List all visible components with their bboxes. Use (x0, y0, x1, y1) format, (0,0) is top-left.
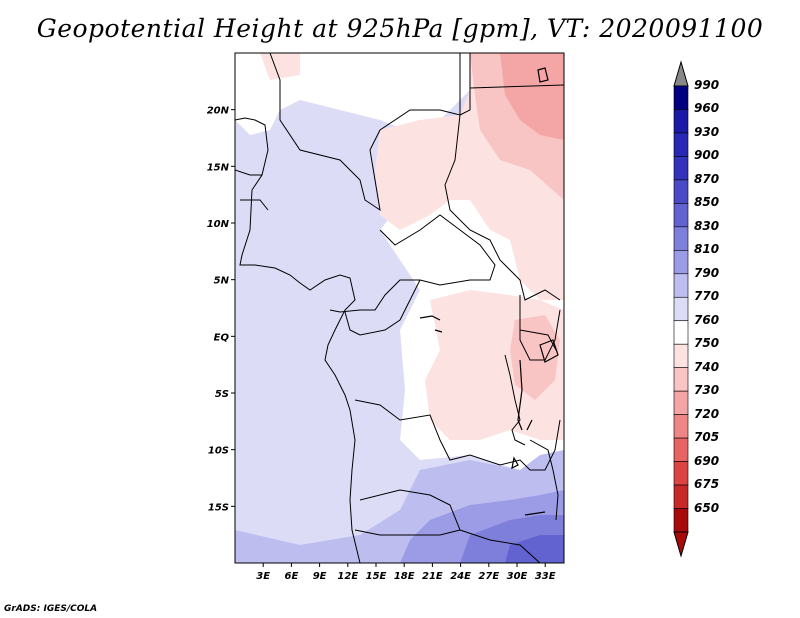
lat-tick-label: 5S (215, 389, 229, 400)
colorbar-level-label: 990 (694, 78, 720, 92)
lon-tick-label: 12E (337, 571, 358, 582)
colorbar-swatch (673, 85, 689, 110)
colorbar-swatch (673, 203, 689, 228)
colorbar-swatch (673, 296, 689, 322)
colorbar-swatch (673, 461, 689, 486)
colorbar-swatch (673, 226, 689, 251)
plot-frame (234, 52, 565, 564)
colorbar-level-label: 750 (694, 336, 720, 351)
lon-tick-label: 15E (366, 571, 387, 582)
colorbar-swatch (673, 343, 689, 368)
colorbar-level-label: 770 (694, 289, 720, 304)
colorbar-swatch (673, 132, 689, 157)
colorbar-level-label: 690 (694, 453, 720, 468)
colorbar-swatch (673, 437, 689, 462)
lat-tick-label: 10S (208, 446, 229, 457)
colorbar-level-label: 720 (694, 406, 720, 421)
colorbar-level-label: 870 (694, 171, 720, 186)
lat-tick-label: 20N (207, 106, 230, 117)
colorbar-level-label: 850 (694, 195, 720, 210)
colorbar-level-label: 830 (694, 218, 720, 233)
colorbar-level-label: 900 (694, 148, 720, 163)
colorbar-bottom-arrow (673, 531, 689, 558)
colorbar-level-label: 730 (694, 383, 720, 398)
lon-tick-label: 6E (285, 571, 299, 582)
lon-tick-label: 18E (394, 571, 415, 582)
lon-tick-label: 3E (256, 571, 270, 582)
chart-title: Geopotential Height at 925hPa [gpm], VT:… (36, 14, 764, 43)
lon-axis: 3E 6E 9E 12E 15E 18E 21E 24E 27E 30E 33E (256, 563, 556, 582)
lat-axis: 20N 15N 10N 5N EQ 5S 10S 15S (207, 106, 235, 513)
lakes (419, 67, 559, 516)
colorbar-level-label: 650 (694, 500, 720, 515)
colorbar-level-label: 675 (694, 477, 720, 492)
colorbar (673, 60, 689, 558)
colorbar-level-label: 810 (694, 242, 720, 257)
lon-tick-label: 9E (313, 571, 327, 582)
height-field (235, 53, 564, 563)
colorbar-level-label: 930 (694, 124, 720, 139)
colorbar-level-label: 790 (694, 265, 720, 280)
colorbar-swatch (673, 414, 689, 439)
field-pink-rift (510, 315, 560, 400)
lon-tick-label: 27E (478, 571, 499, 582)
colorbar-swatch (673, 484, 689, 509)
colorbar-swatch (673, 367, 689, 392)
colorbar-swatch (673, 320, 689, 345)
lat-tick-label: 15S (208, 502, 229, 513)
colorbar-swatch (673, 156, 689, 181)
coastlines (235, 53, 564, 563)
colorbar-swatch (673, 179, 689, 204)
colorbar-swatch (673, 508, 689, 533)
colorbar-level-label: 705 (694, 430, 720, 445)
colorbar-top-arrow (673, 60, 689, 87)
lat-tick-label: 10N (207, 219, 230, 230)
lat-tick-label: 15N (207, 162, 230, 173)
field-purple-deepest (505, 535, 564, 563)
credit-text: GrADS: IGES/COLA (4, 604, 98, 614)
field-lavender-sw (235, 540, 270, 563)
lon-tick-label: 33E (535, 571, 556, 582)
lat-tick-label: 5N (214, 276, 230, 287)
colorbar-swatch (673, 273, 689, 298)
colorbar-swatch (673, 250, 689, 275)
colorbar-swatch (673, 109, 689, 134)
lon-tick-label: 21E (422, 571, 443, 582)
lon-tick-label: 30E (507, 571, 528, 582)
colorbar-level-label: 960 (694, 101, 720, 116)
colorbar-level-label: 760 (694, 312, 720, 327)
field-pink-dark (500, 53, 564, 140)
lon-tick-label: 24E (450, 571, 471, 582)
lat-tick-label: EQ (214, 332, 230, 343)
colorbar-swatch (673, 390, 689, 415)
field-pink-south-west (260, 53, 300, 80)
colorbar-level-label: 740 (694, 359, 720, 374)
